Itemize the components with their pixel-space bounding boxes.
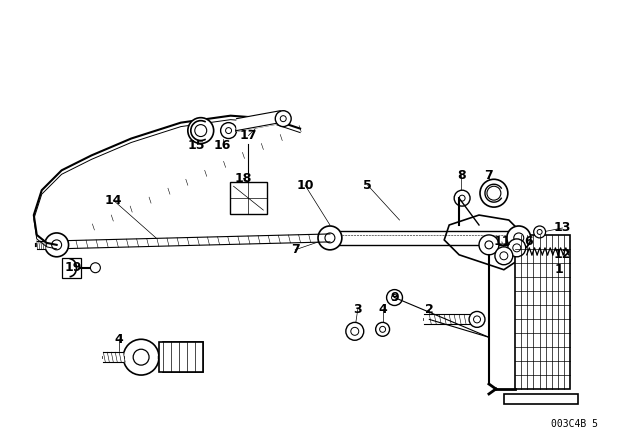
- Circle shape: [487, 186, 501, 200]
- Circle shape: [346, 323, 364, 340]
- Text: 3: 3: [353, 303, 362, 316]
- Text: 15: 15: [188, 139, 205, 152]
- Bar: [163, 342, 203, 372]
- Text: 4: 4: [378, 303, 387, 316]
- Circle shape: [392, 294, 397, 301]
- Circle shape: [133, 349, 149, 365]
- Circle shape: [454, 190, 470, 206]
- Text: 8: 8: [457, 169, 465, 182]
- Text: 7: 7: [291, 243, 300, 256]
- Circle shape: [507, 226, 531, 250]
- Text: 16: 16: [214, 139, 231, 152]
- Circle shape: [376, 323, 390, 336]
- Bar: [230, 182, 268, 214]
- Circle shape: [225, 128, 232, 134]
- Circle shape: [513, 244, 521, 252]
- Text: 7: 7: [484, 169, 493, 182]
- Text: 2: 2: [425, 303, 434, 316]
- Circle shape: [495, 247, 513, 265]
- Text: 14: 14: [104, 194, 122, 207]
- Circle shape: [195, 125, 207, 137]
- Circle shape: [351, 327, 359, 335]
- Text: 003C4B 5: 003C4B 5: [551, 419, 598, 429]
- Circle shape: [275, 111, 291, 127]
- Circle shape: [459, 195, 465, 201]
- Polygon shape: [515, 235, 570, 389]
- Text: 11: 11: [493, 235, 511, 248]
- Circle shape: [325, 233, 335, 243]
- Text: 13: 13: [554, 221, 571, 234]
- Text: 9: 9: [390, 291, 399, 304]
- Polygon shape: [61, 258, 81, 278]
- Circle shape: [318, 226, 342, 250]
- Circle shape: [124, 339, 159, 375]
- Text: 10: 10: [296, 179, 314, 192]
- Circle shape: [479, 235, 499, 255]
- Polygon shape: [444, 215, 524, 270]
- Text: 1: 1: [554, 263, 563, 276]
- Circle shape: [537, 229, 542, 234]
- Circle shape: [221, 123, 237, 138]
- Text: 4: 4: [115, 333, 124, 346]
- Circle shape: [480, 179, 508, 207]
- Polygon shape: [159, 342, 203, 372]
- Text: 12: 12: [554, 248, 572, 261]
- Circle shape: [508, 239, 525, 257]
- Polygon shape: [504, 394, 579, 404]
- Circle shape: [469, 311, 485, 327]
- Circle shape: [188, 118, 214, 143]
- Circle shape: [380, 326, 385, 332]
- Text: 5: 5: [364, 179, 372, 192]
- Circle shape: [45, 233, 68, 257]
- Circle shape: [474, 316, 481, 323]
- Circle shape: [534, 226, 545, 238]
- Circle shape: [500, 252, 508, 260]
- Text: 6: 6: [524, 235, 533, 248]
- Circle shape: [90, 263, 100, 273]
- Text: 17: 17: [240, 129, 257, 142]
- Circle shape: [387, 289, 403, 306]
- Text: 18: 18: [235, 172, 252, 185]
- Circle shape: [280, 116, 286, 122]
- Circle shape: [52, 240, 61, 250]
- Circle shape: [485, 241, 493, 249]
- Circle shape: [514, 233, 524, 243]
- Text: 19: 19: [65, 261, 82, 274]
